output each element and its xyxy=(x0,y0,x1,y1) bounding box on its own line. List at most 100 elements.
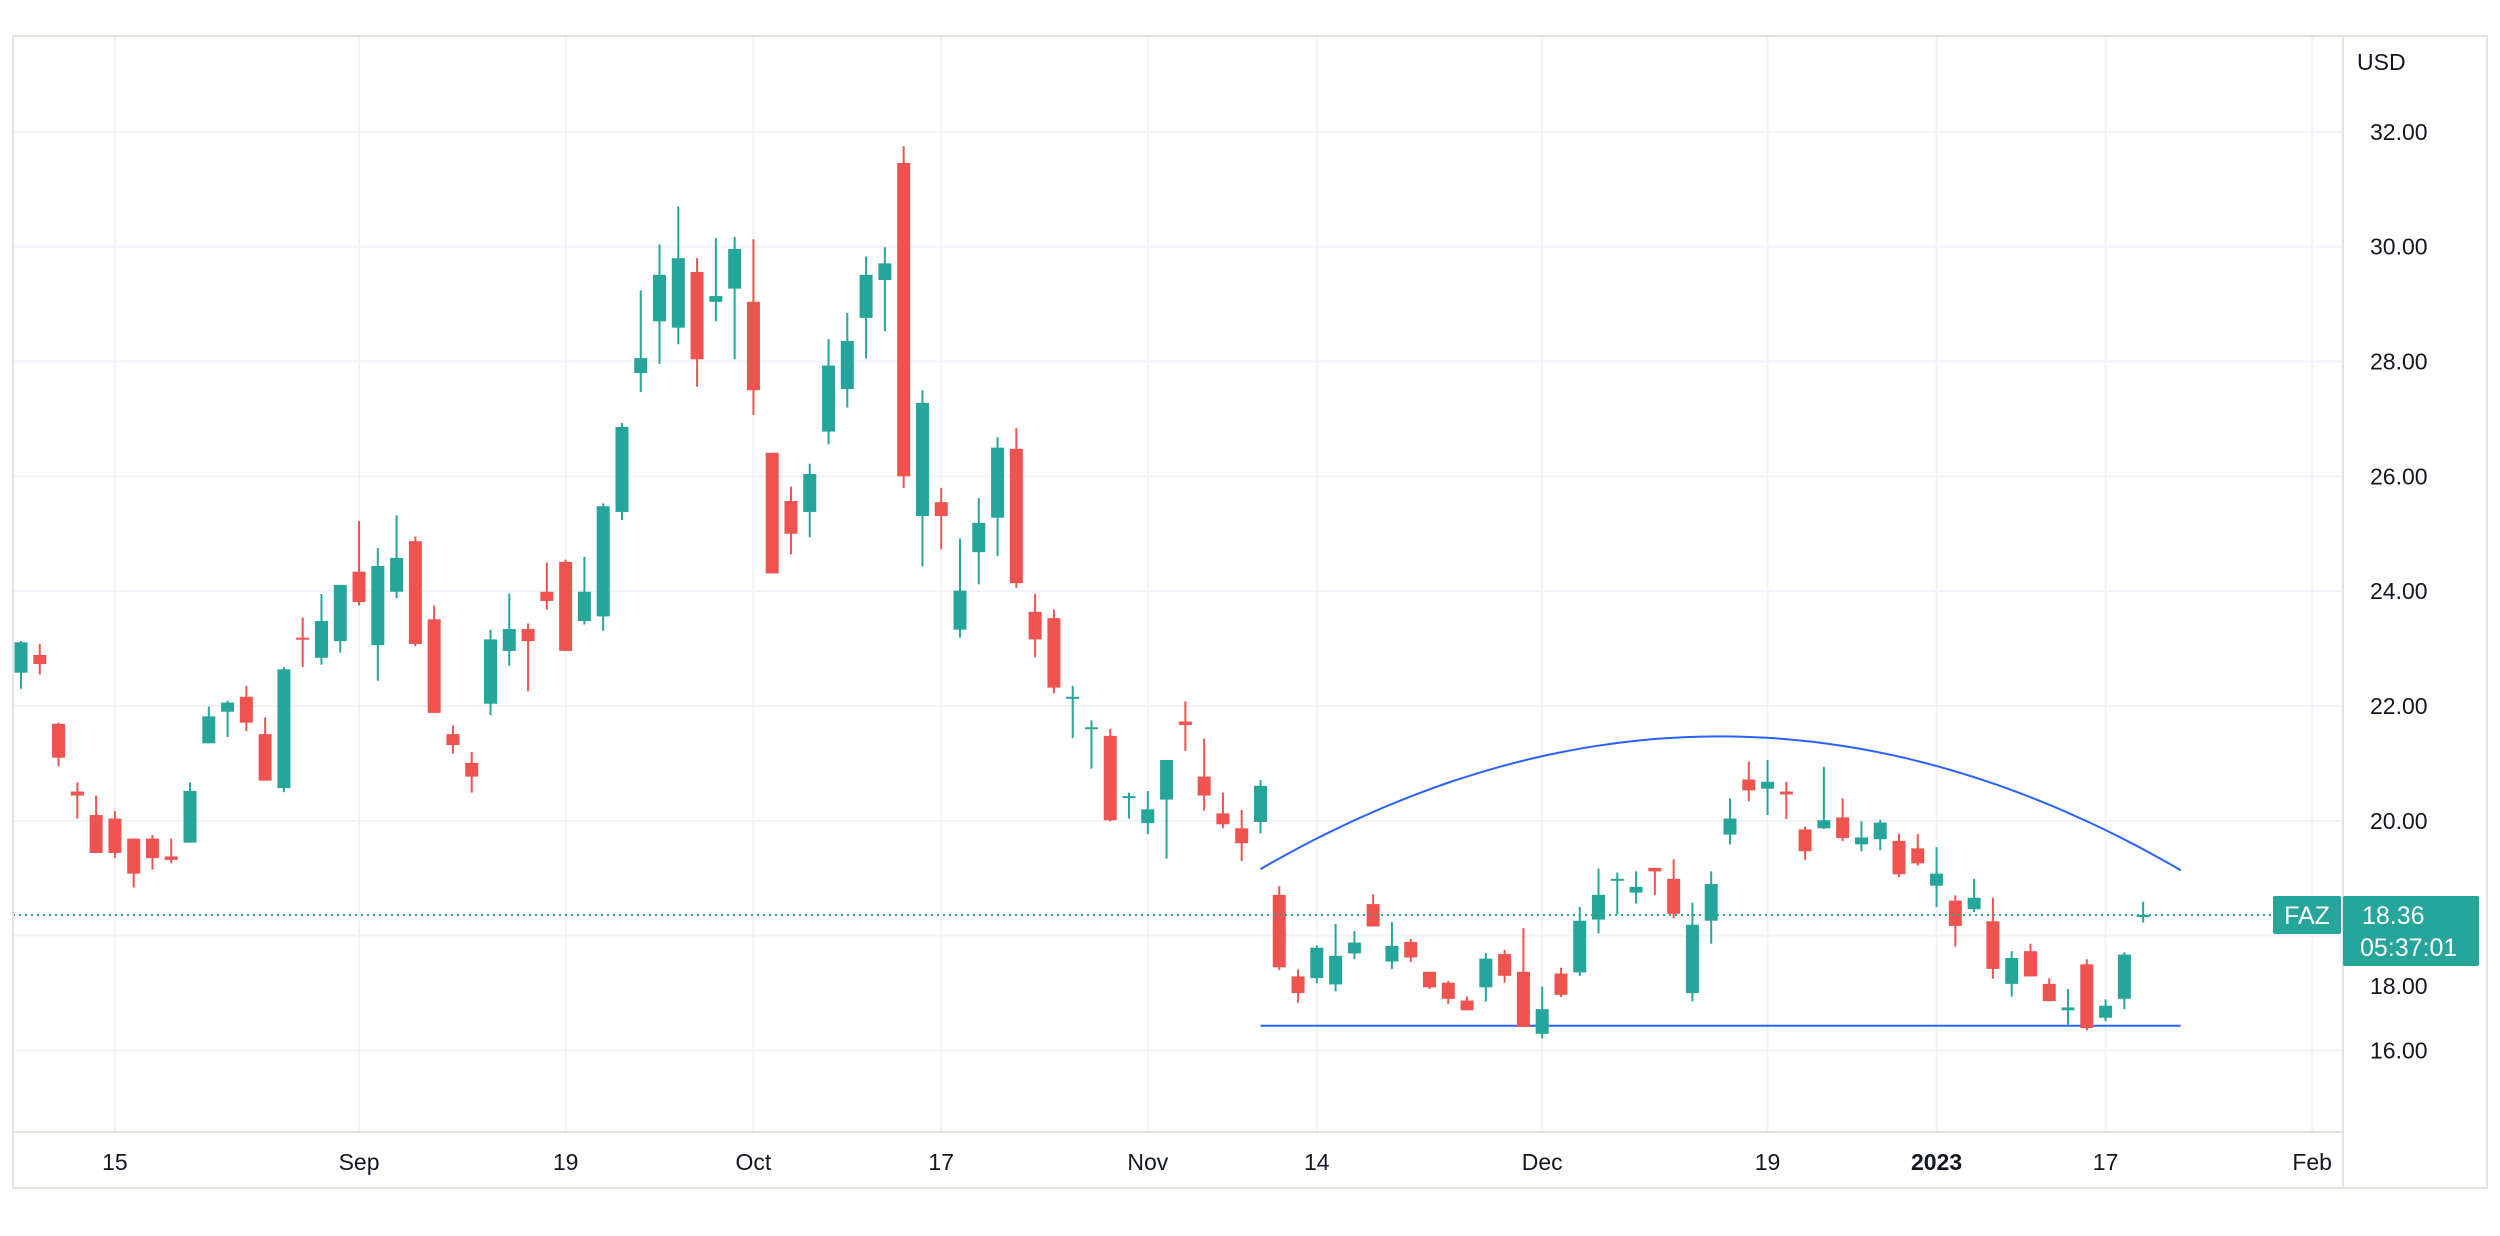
candle-body xyxy=(634,358,648,374)
candles-layer xyxy=(14,146,2150,1039)
candle xyxy=(1066,685,1080,739)
candle xyxy=(1216,792,1230,829)
candle xyxy=(1629,871,1643,904)
candle xyxy=(1948,895,1962,947)
y-tick-label: 24.00 xyxy=(2370,578,2428,604)
candle xyxy=(183,782,197,843)
candle xyxy=(897,146,911,488)
candle xyxy=(1310,945,1324,984)
candle-body xyxy=(2005,958,2019,984)
candle-body xyxy=(2023,951,2037,977)
candle xyxy=(728,236,742,360)
candle-body xyxy=(1178,721,1192,725)
candle-body xyxy=(296,637,310,640)
candle-body xyxy=(1667,878,1681,914)
candle xyxy=(1911,834,1925,866)
candle xyxy=(1648,867,1662,895)
candle xyxy=(1930,847,1944,907)
price-axis[interactable]: USD 16.00 18.00 20.00 22.00 24.00 26.00 28.00 3… xyxy=(2357,49,2428,1063)
candle xyxy=(258,717,272,781)
arc-drawing[interactable] xyxy=(1260,735,2182,872)
candle-body xyxy=(1836,817,1850,839)
candle xyxy=(89,795,103,853)
candle xyxy=(52,722,66,767)
candle-body xyxy=(1911,848,1925,864)
candle-body xyxy=(690,271,704,360)
candle-body xyxy=(108,818,122,853)
candle-body xyxy=(52,723,66,758)
candle-body xyxy=(521,629,535,642)
candle-body xyxy=(1272,894,1286,968)
chart-frame xyxy=(12,35,2488,1189)
candle xyxy=(1779,781,1793,820)
candle xyxy=(784,486,798,555)
candle-body xyxy=(1197,776,1211,796)
candle xyxy=(1009,428,1023,588)
candle-body xyxy=(202,716,216,744)
candle xyxy=(1366,894,1380,927)
candle xyxy=(14,641,28,689)
time-axis[interactable]: 15 Sep 19 Oct 17 Nov 14 Dec 19 2023 17 Feb xyxy=(102,1149,2332,1175)
candle-body xyxy=(1986,921,2000,969)
candle-body xyxy=(446,734,460,746)
candle xyxy=(653,244,667,364)
candle-body xyxy=(615,426,629,512)
candle xyxy=(2042,978,2056,1002)
drawings-layer[interactable] xyxy=(1260,735,2182,1027)
candle-body xyxy=(1235,828,1249,844)
candle xyxy=(484,629,497,716)
candle-body xyxy=(1216,813,1230,825)
candle xyxy=(1329,924,1343,992)
y-tick-label: 20.00 xyxy=(2370,808,2428,834)
candle-body xyxy=(540,591,554,601)
candle-body xyxy=(915,402,929,516)
x-tick-label: 17 xyxy=(2093,1149,2119,1175)
candle xyxy=(840,312,854,408)
candle xyxy=(1347,931,1361,960)
candle-body xyxy=(1009,448,1023,584)
candle xyxy=(1573,906,1587,976)
candle-body xyxy=(1310,947,1324,979)
candle-body xyxy=(352,571,366,603)
candle xyxy=(502,593,516,666)
candle-body xyxy=(1479,958,1493,988)
candle-body xyxy=(1948,900,1962,926)
candle xyxy=(1892,834,1906,878)
candle-body xyxy=(897,162,911,477)
y-tick-label: 30.00 xyxy=(2370,234,2428,260)
candle-body xyxy=(1592,894,1606,920)
candle-body xyxy=(2099,1005,2113,1018)
candle xyxy=(559,559,573,651)
candle xyxy=(878,247,892,332)
candle xyxy=(1404,939,1418,963)
candle-body xyxy=(991,447,1005,518)
candle-body xyxy=(14,642,28,673)
x-tick-label: 17 xyxy=(928,1149,954,1175)
y-tick-label: 18.00 xyxy=(2370,973,2428,999)
candle-body xyxy=(221,702,235,712)
candle-body xyxy=(1460,1000,1474,1011)
candle xyxy=(1986,897,2000,979)
candle xyxy=(127,838,141,888)
candle-body xyxy=(1854,837,1868,845)
x-tick-label: Oct xyxy=(736,1149,772,1175)
candle-body xyxy=(1253,785,1267,822)
candle-body xyxy=(934,502,948,516)
candle xyxy=(352,521,366,606)
candle xyxy=(1592,868,1606,934)
candle-body xyxy=(1742,779,1756,791)
candle xyxy=(2099,999,2113,1022)
candle xyxy=(1441,981,1455,1004)
x-tick-label: 19 xyxy=(1755,1149,1781,1175)
candle xyxy=(953,538,967,638)
candle xyxy=(1854,821,1868,852)
candle-body xyxy=(653,274,667,322)
candle-body xyxy=(728,248,742,289)
candle-body xyxy=(1610,878,1624,881)
candle-body xyxy=(1648,867,1662,872)
candle-body xyxy=(1329,955,1343,985)
candle xyxy=(2080,959,2094,1031)
candle xyxy=(596,503,610,631)
candle-body xyxy=(1084,727,1098,730)
